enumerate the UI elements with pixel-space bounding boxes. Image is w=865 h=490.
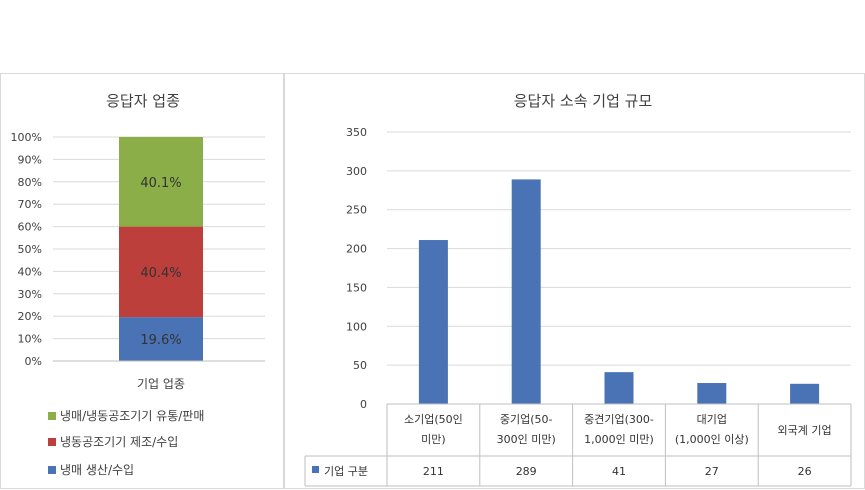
left-y-tick-label: 80% bbox=[18, 176, 42, 189]
category-label: (1,000인 이상) bbox=[675, 433, 749, 446]
left-category-label: 기업 업종 bbox=[137, 377, 185, 391]
legend-item-manufacture: 냉동공조기기 제조/수입 bbox=[48, 435, 178, 449]
legend-label-retail: 냉매/냉동공조기기 유통/판매 bbox=[60, 409, 204, 423]
legend-swatch-production bbox=[48, 466, 56, 474]
right-y-tick-label: 150 bbox=[346, 281, 367, 294]
category-label: 소기업(50인 bbox=[404, 413, 463, 426]
category-label: 외국계 기업 bbox=[778, 424, 832, 437]
bar-2 bbox=[511, 179, 541, 404]
bar-segment-production bbox=[119, 317, 203, 361]
category-label: 중기업(50- bbox=[500, 413, 553, 426]
left-chart-svg: 응답자 업종 100% 90% 80% 70% 60% 50% 40% 30% 20% 10% 0%… bbox=[11, 92, 265, 477]
category-label: 미만) bbox=[421, 433, 446, 446]
legend-label-production: 냉매 생산/수입 bbox=[60, 463, 134, 477]
category-label: 300인 미만) bbox=[497, 433, 556, 446]
bar-segment-retail bbox=[119, 137, 203, 227]
table-value: 289 bbox=[516, 465, 537, 478]
left-y-tick-label: 100% bbox=[11, 131, 42, 144]
table-value: 27 bbox=[705, 465, 719, 478]
left-stacked-bar: 19.6% 40.4% 40.1% bbox=[119, 137, 203, 361]
legend-swatch-retail bbox=[48, 412, 56, 420]
bar-4 bbox=[697, 383, 727, 404]
left-y-tick-label: 40% bbox=[18, 265, 42, 278]
bar-data-label: 40.4% bbox=[140, 266, 181, 281]
legend-item-production: 냉매 생산/수입 bbox=[48, 463, 134, 477]
left-chart-title: 응답자 업종 bbox=[106, 92, 180, 110]
left-y-tick-label: 0% bbox=[25, 355, 42, 368]
left-y-tick-label: 10% bbox=[18, 333, 42, 346]
table-value: 41 bbox=[612, 465, 626, 478]
legend-label-manufacture: 냉동공조기기 제조/수입 bbox=[60, 435, 178, 449]
right-gridlines bbox=[387, 131, 851, 405]
right-y-axis-ticks: 350 300 250 200 150 100 50 0 bbox=[346, 126, 367, 411]
category-label: 대기업 bbox=[697, 413, 727, 426]
bar-data-label: 19.6% bbox=[140, 333, 181, 348]
bar-1 bbox=[418, 240, 448, 404]
right-chart-title: 응답자 소속 기업 규모 bbox=[514, 92, 653, 110]
bar-segment-manufacture bbox=[119, 226, 203, 318]
category-label: 1,000인 미만) bbox=[584, 433, 654, 446]
right-y-tick-label: 50 bbox=[353, 359, 367, 372]
right-y-tick-label: 350 bbox=[346, 126, 367, 139]
right-y-tick-label: 300 bbox=[346, 165, 367, 178]
right-chart-svg: 응답자 소속 기업 규모 350 300 250 200 150 100 50 0 소기업(5… bbox=[304, 92, 852, 487]
left-chart-panel: 응답자 업종 100% 90% 80% 70% 60% 50% 40% 30% 20% 10% 0%… bbox=[0, 73, 284, 489]
left-y-axis-ticks: 100% 90% 80% 70% 60% 50% 40% 30% 20% 10% 0% bbox=[11, 131, 42, 368]
bar-5 bbox=[790, 383, 820, 404]
right-y-tick-label: 200 bbox=[346, 243, 367, 256]
table-legend-swatch bbox=[312, 466, 319, 473]
legend-item-retail: 냉매/냉동공조기기 유통/판매 bbox=[48, 409, 204, 423]
left-y-tick-label: 30% bbox=[18, 288, 42, 301]
table-series-label: 기업 구분 bbox=[324, 465, 368, 478]
legend-swatch-manufacture bbox=[48, 438, 56, 446]
left-y-tick-label: 60% bbox=[18, 221, 42, 234]
left-legend: 냉매/냉동공조기기 유통/판매 냉동공조기기 제조/수입 냉매 생산/수입 bbox=[48, 409, 204, 477]
left-y-tick-label: 70% bbox=[18, 198, 42, 211]
bar-data-label: 40.1% bbox=[140, 176, 181, 191]
category-label: 중견기업(300- bbox=[584, 413, 654, 426]
table-value: 26 bbox=[798, 465, 812, 478]
left-y-tick-label: 50% bbox=[18, 243, 42, 256]
right-y-tick-label: 0 bbox=[360, 398, 367, 411]
right-chart-panel: 응답자 소속 기업 규모 350 300 250 200 150 100 50 0 소기업(5… bbox=[284, 73, 865, 489]
bar-3 bbox=[604, 372, 634, 404]
table-value: 211 bbox=[423, 465, 444, 478]
right-y-tick-label: 100 bbox=[346, 320, 367, 333]
right-y-tick-label: 250 bbox=[346, 204, 367, 217]
left-y-tick-label: 20% bbox=[18, 310, 42, 323]
right-bars bbox=[418, 179, 820, 404]
left-y-tick-label: 90% bbox=[18, 153, 42, 166]
